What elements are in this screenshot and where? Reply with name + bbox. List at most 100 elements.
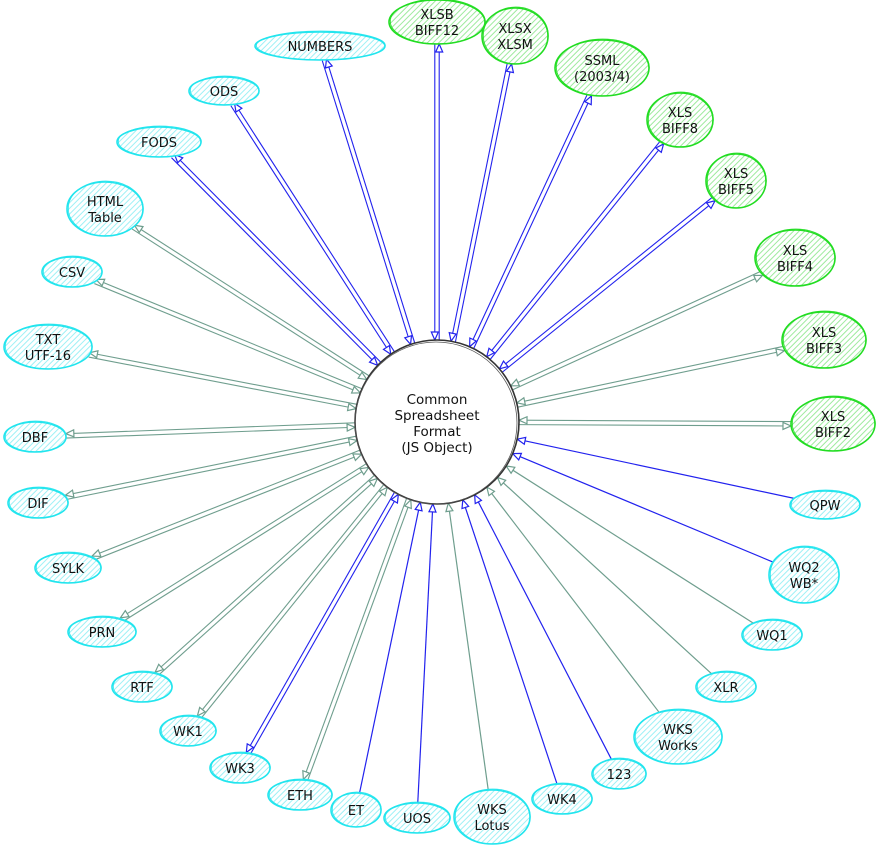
format-node-wq1[interactable]: WQ1	[741, 618, 803, 651]
format-node-ssml-(2003/4)[interactable]: SSML(2003/4)	[554, 38, 650, 97]
arrowhead-icon	[63, 489, 75, 498]
arrowhead-icon	[473, 493, 483, 505]
edge-prn	[119, 463, 370, 623]
node-ellipse-sketch	[117, 125, 202, 158]
node-ellipse-sketch	[8, 486, 69, 519]
node-label: UOS	[403, 812, 431, 827]
arrowhead-icon	[515, 396, 527, 406]
node-ellipse-sketch	[592, 757, 647, 790]
format-node-et[interactable]: ET	[330, 791, 382, 828]
arrowhead-icon	[302, 769, 311, 781]
node-ellipse-sketch	[4, 323, 93, 370]
format-node-wk1[interactable]: WK1	[159, 714, 217, 747]
format-node-wk4[interactable]: WK4	[531, 782, 593, 815]
arrowhead-icon	[173, 153, 184, 164]
format-node-wk3[interactable]: WK3	[209, 751, 271, 784]
arrowhead-icon	[414, 500, 423, 512]
format-node-numbers[interactable]: NUMBERS	[254, 30, 386, 61]
format-node-eth[interactable]: ETH	[267, 778, 333, 811]
node-ellipse-sketch	[634, 708, 723, 765]
node-label: RTF	[130, 681, 154, 696]
format-node-qpw[interactable]: QPW	[789, 489, 861, 520]
format-node-123[interactable]: 123	[591, 757, 647, 790]
arrowhead-icon	[346, 402, 358, 412]
edge-line-write	[245, 491, 395, 753]
arrowhead-icon	[469, 337, 478, 349]
arrowhead-icon	[90, 548, 102, 558]
edge-xls-biff4	[509, 270, 764, 391]
arrowhead-icon	[390, 493, 400, 505]
edge-line-read	[321, 60, 412, 345]
format-node-csv[interactable]: CSV	[41, 255, 103, 288]
edge-line-write	[489, 143, 664, 360]
edge-numbers	[321, 57, 416, 346]
edge-line-write	[512, 274, 763, 391]
arrowhead-icon	[775, 348, 786, 357]
edge-wq1	[504, 465, 754, 624]
node-label: XLS	[724, 167, 748, 182]
format-node-fods[interactable]: FODS	[116, 125, 202, 158]
node-ellipse-sketch	[68, 615, 137, 648]
edge-line-write	[65, 422, 355, 435]
arrowhead-icon	[448, 331, 458, 343]
node-ellipse-sketch	[389, 0, 486, 45]
arrowhead-icon	[324, 57, 334, 69]
format-node-xlr[interactable]: XLR	[695, 670, 757, 703]
arrowhead-icon	[196, 706, 207, 718]
node-ellipse-sketch	[706, 152, 767, 209]
edge-wk4	[461, 498, 558, 785]
edge-line-write	[196, 484, 385, 717]
node-label: PRN	[89, 626, 116, 641]
arrowhead-icon	[133, 224, 145, 234]
edge-line-read	[517, 438, 795, 499]
node-label: HTML	[87, 195, 124, 210]
arrowhead-icon	[504, 465, 516, 475]
format-node-sylk[interactable]: SYLK	[34, 551, 102, 584]
node-label: SSML	[585, 54, 621, 69]
edge-line-read	[516, 345, 784, 404]
format-node-uos[interactable]: UOS	[383, 801, 451, 834]
format-node-ods[interactable]: ODS	[188, 75, 260, 106]
arrowhead-icon	[94, 278, 106, 287]
edge-xlsb-biff12	[430, 42, 444, 342]
format-node-prn[interactable]: PRN	[67, 615, 137, 648]
node-ellipse-sketch	[769, 545, 840, 604]
node-label: XLS	[668, 106, 692, 121]
edge-xls-biff5	[498, 196, 717, 373]
edge-line-read	[450, 63, 508, 342]
node-label: BIFF2	[815, 426, 851, 441]
node-ellipse-sketch	[160, 714, 217, 747]
node-label: XLSM	[497, 38, 533, 53]
edge-line-write	[473, 95, 592, 349]
arrowhead-icon	[350, 385, 362, 394]
node-label: FODS	[141, 136, 177, 151]
node-label: XLR	[713, 681, 738, 696]
edge-rtf	[154, 474, 379, 676]
arrowhead-icon	[382, 344, 392, 356]
arrowhead-icon	[654, 142, 665, 154]
format-node-rtf[interactable]: RTF	[111, 670, 173, 703]
edge-line-write	[89, 352, 358, 405]
edge-sylk	[90, 449, 363, 561]
node-label: ODS	[210, 85, 239, 100]
edge-line-read	[469, 93, 588, 347]
node-ellipse-sketch	[384, 801, 451, 834]
arrowhead-icon	[368, 477, 379, 488]
format-node-dbf[interactable]: DBF	[3, 420, 67, 453]
node-ellipse-sketch	[268, 778, 333, 811]
format-node-dif[interactable]: DIF	[7, 486, 69, 519]
arrowhead-icon	[496, 476, 507, 487]
edge-line-read	[66, 439, 358, 501]
